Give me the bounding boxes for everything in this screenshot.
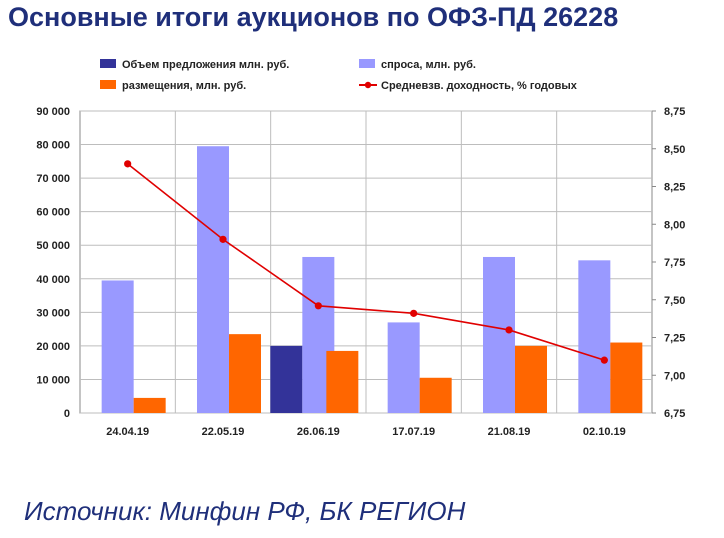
bar-2-1 <box>229 334 261 413</box>
y-right-tick-label: 8,00 <box>664 219 685 231</box>
yield-point-1 <box>219 235 227 243</box>
legend-swatch-0 <box>100 59 116 68</box>
x-tick-label: 22.05.19 <box>202 426 245 438</box>
y-left-tick-label: 60 000 <box>36 207 70 219</box>
y-right-tick-label: 6,75 <box>664 408 685 420</box>
bar-1-3 <box>387 322 420 413</box>
x-tick-label: 17.07.19 <box>392 426 435 438</box>
yield-point-5 <box>600 356 608 364</box>
y-left-tick-label: 50 000 <box>36 240 70 252</box>
yield-line <box>127 163 605 361</box>
page-title: Основные итоги аукционов по ОФЗ-ПД 26228 <box>8 2 619 32</box>
y-left-tick-label: 10 000 <box>36 374 70 386</box>
y-left-tick-label: 40 000 <box>36 274 70 286</box>
bar-2-2 <box>326 350 359 413</box>
y-left-tick-label: 80 000 <box>36 140 70 152</box>
bar-2-5 <box>610 342 643 413</box>
y-left-tick-label: 30 000 <box>36 307 70 319</box>
legend-swatch-2 <box>100 80 116 89</box>
legend-label-1: спроса, млн. руб. <box>381 59 476 71</box>
legend-label-3: Средневзв. доходность, % годовых <box>381 80 578 92</box>
legend-marker <box>364 81 372 89</box>
bar-2-0 <box>133 397 166 413</box>
y-right-tick-label: 7,50 <box>664 295 685 307</box>
legend-label-0: Объем предложения млн. руб. <box>122 59 289 71</box>
legend-label-2: размещения, млн. руб. <box>122 80 246 92</box>
y-right-tick-label: 7,25 <box>664 333 685 345</box>
legend-swatch-1 <box>359 59 375 68</box>
y-left-tick-label: 90 000 <box>36 106 70 118</box>
yield-point-3 <box>410 309 418 317</box>
bar-1-5 <box>578 260 611 413</box>
plot-area: 0 10 000 20 000 30 000 40 000 50 000 60 000 70 … <box>36 106 685 438</box>
yield-point-2 <box>314 302 322 310</box>
source-note: Источник: Минфин РФ, БК РЕГИОН <box>24 496 466 526</box>
y-right-tick-label: 7,00 <box>664 370 685 382</box>
bar-1-0 <box>101 280 134 413</box>
bar-1-1 <box>197 146 229 413</box>
y-left-tick-label: 20 000 <box>36 341 70 353</box>
bar-0-2 <box>270 345 303 413</box>
x-tick-label: 02.10.19 <box>583 426 626 438</box>
bar-2-4 <box>515 345 547 413</box>
x-tick-label: 26.06.19 <box>297 426 340 438</box>
y-right-tick-label: 7,75 <box>664 257 685 269</box>
y-right-tick-label: 8,25 <box>664 182 685 194</box>
yield-point-0 <box>124 160 132 168</box>
y-right-tick-label: 8,50 <box>664 144 685 156</box>
bar-1-4 <box>483 256 515 413</box>
x-tick-label: 24.04.19 <box>106 426 149 438</box>
y-right-tick-label: 8,75 <box>664 106 685 118</box>
y-left-tick-label: 0 <box>64 408 70 420</box>
yield-point-4 <box>505 326 513 334</box>
bar-2-3 <box>419 377 452 413</box>
x-tick-label: 21.08.19 <box>488 426 531 438</box>
y-left-tick-label: 70 000 <box>36 173 70 185</box>
legend: Объем предложения млн. руб. спроса, млн. … <box>100 59 578 92</box>
